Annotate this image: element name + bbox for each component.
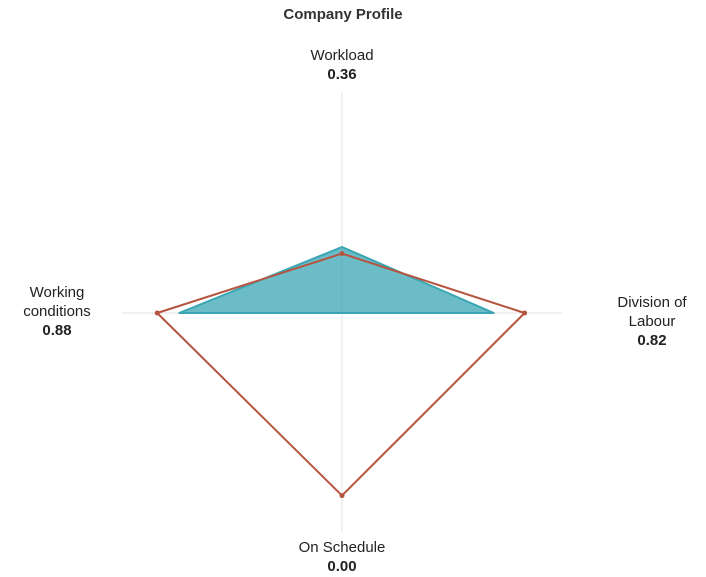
axis-label: Working conditions 0.88 bbox=[7, 283, 107, 340]
category-name: Working conditions bbox=[23, 284, 91, 320]
point bbox=[154, 310, 160, 316]
category-score: 0.36 bbox=[327, 66, 357, 83]
point bbox=[339, 493, 345, 499]
point bbox=[522, 310, 528, 316]
category-name: Division of Labour bbox=[617, 294, 687, 330]
category-score: 0.88 bbox=[42, 322, 72, 339]
category-score: 0.00 bbox=[327, 558, 357, 575]
category-name: On Schedule bbox=[298, 539, 386, 556]
axis-label: Workload 0.36 bbox=[292, 46, 392, 84]
series-polygon bbox=[178, 246, 495, 314]
point bbox=[339, 251, 345, 257]
axis-label: On Schedule 0.00 bbox=[292, 538, 392, 576]
category-name: Workload bbox=[310, 47, 374, 64]
chart-title: Company Profile bbox=[283, 6, 403, 23]
axis-label: Division of Labour 0.82 bbox=[602, 293, 702, 350]
category-score: 0.82 bbox=[637, 332, 667, 349]
